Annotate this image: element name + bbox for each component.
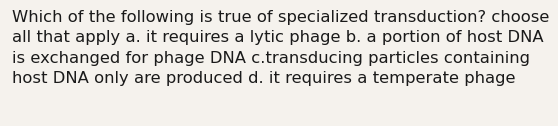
- Text: Which of the following is true of specialized transduction? choose
all that appl: Which of the following is true of specia…: [12, 10, 550, 86]
